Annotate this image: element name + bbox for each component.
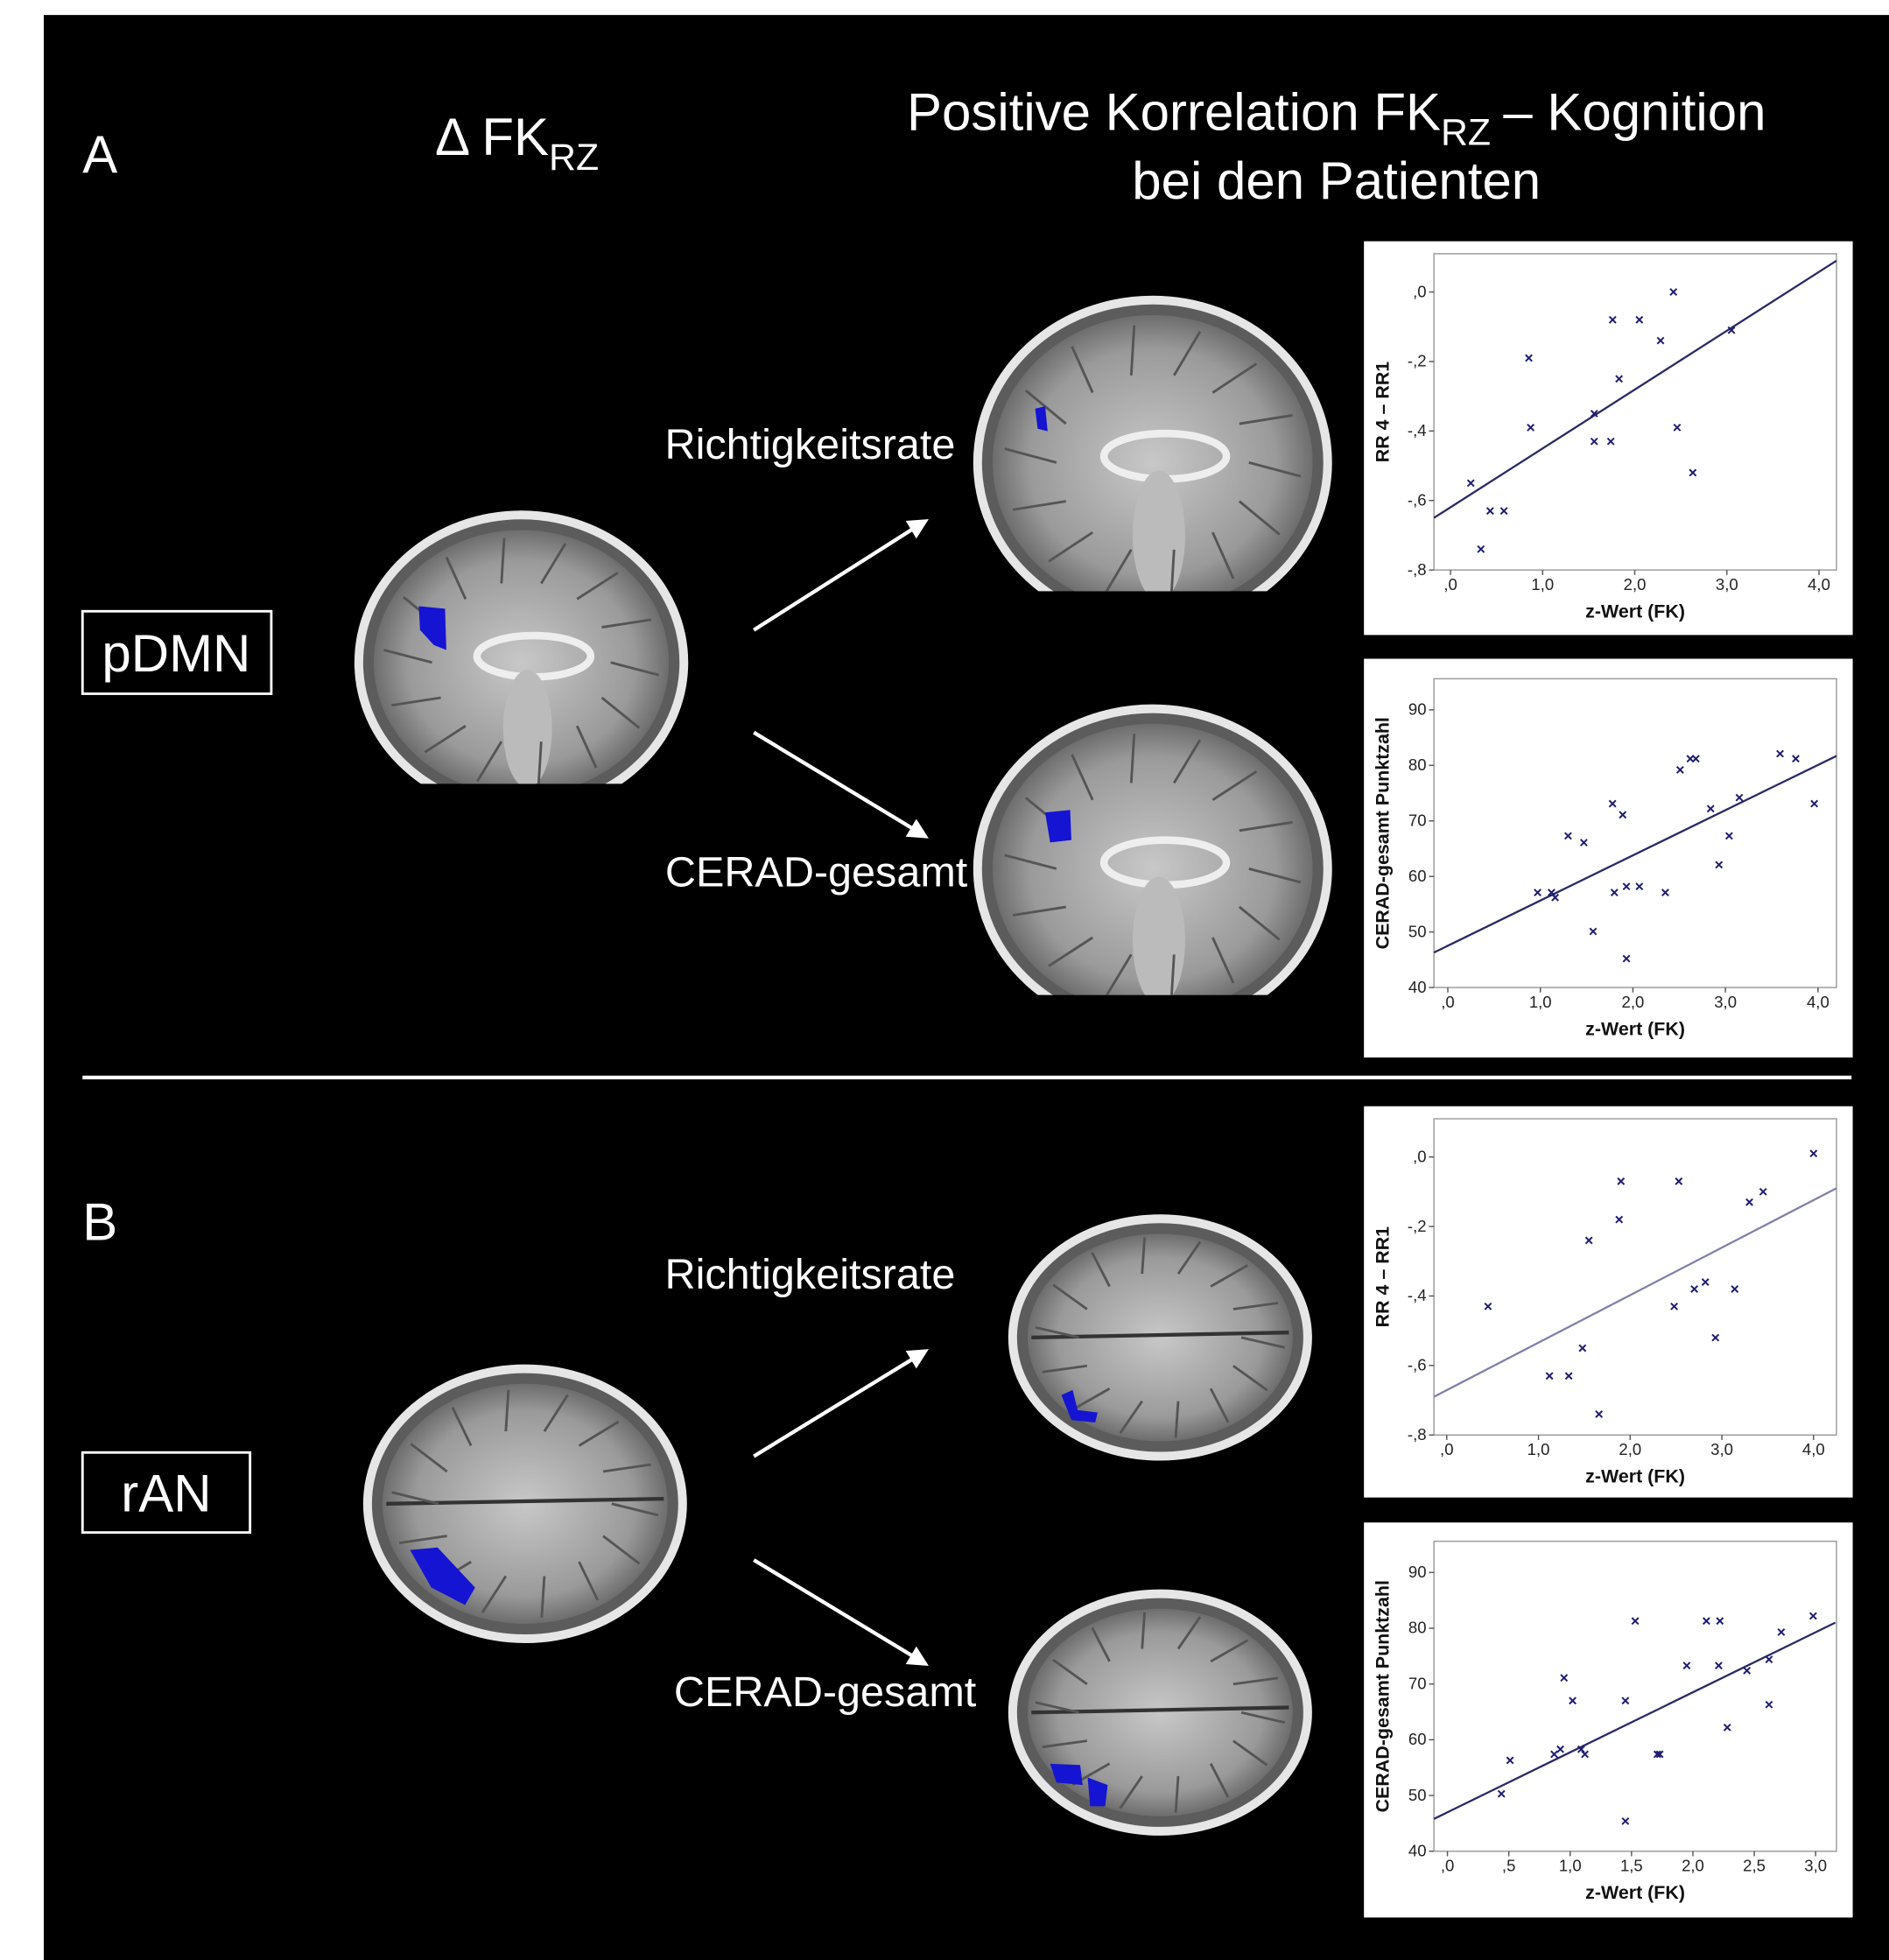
x-tick-label: 3,0 — [1710, 1440, 1733, 1458]
y-tick-label: -,8 — [1408, 560, 1427, 579]
panel-letter: A — [82, 125, 117, 184]
panel-letter: B — [82, 1193, 117, 1252]
x-tick-label: 4,0 — [1807, 993, 1829, 1011]
x-tick-label: ,0 — [1440, 1440, 1453, 1458]
y-axis-label: CERAD-gesamt Punktzahl — [1373, 1580, 1394, 1812]
y-tick-label: -,6 — [1408, 490, 1427, 509]
y-tick-label: ,0 — [1413, 1147, 1426, 1165]
y-tick-label: 90 — [1408, 1563, 1427, 1581]
brainstem — [503, 670, 552, 788]
brain-slice — [1013, 1594, 1308, 1831]
x-tick-label: 2,0 — [1619, 1440, 1641, 1458]
x-tick-label: 2,0 — [1624, 575, 1647, 594]
x-tick-label: 2,0 — [1622, 993, 1645, 1011]
y-tick-label: 90 — [1408, 700, 1427, 719]
x-tick-label: ,0 — [1441, 993, 1454, 1011]
network-label: rAN — [121, 1464, 211, 1522]
x-tick-label: 1,0 — [1529, 993, 1552, 1011]
x-tick-label: 3,0 — [1714, 993, 1737, 1011]
arrow-label: Richtigkeitsrate — [665, 1251, 956, 1298]
y-tick-label: 80 — [1408, 1619, 1427, 1637]
network-label: pDMN — [102, 624, 250, 683]
y-tick-label: -,6 — [1408, 1356, 1427, 1374]
x-tick-label: 3,0 — [1804, 1857, 1827, 1875]
x-axis-label: z-Wert (FK) — [1585, 1882, 1685, 1903]
arrow-label: Richtigkeitsrate — [665, 421, 956, 468]
x-tick-label: 4,0 — [1802, 1440, 1825, 1458]
y-tick-label: 50 — [1408, 1786, 1427, 1804]
x-tick-label: ,0 — [1443, 575, 1457, 594]
y-axis-label: RR 4 – RR1 — [1373, 1226, 1394, 1327]
x-axis-label: z-Wert (FK) — [1585, 1466, 1685, 1487]
x-tick-label: 3,0 — [1716, 575, 1738, 594]
brain-slice — [978, 300, 1328, 625]
y-tick-label: -,8 — [1408, 1425, 1427, 1444]
y-tick-label: -,4 — [1408, 421, 1427, 439]
x-axis-label: z-Wert (FK) — [1585, 1018, 1685, 1039]
heading-main: Δ FK — [435, 108, 549, 166]
y-tick-label: 60 — [1408, 1730, 1427, 1748]
brainstem — [1133, 471, 1185, 601]
y-tick-label: 50 — [1408, 922, 1427, 940]
y-tick-label: 40 — [1408, 1841, 1427, 1859]
x-tick-label: 1,5 — [1620, 1857, 1643, 1875]
y-tick-label: -,2 — [1408, 1217, 1427, 1235]
x-tick-label: 2,5 — [1743, 1857, 1766, 1875]
y-tick-label: 70 — [1408, 1674, 1427, 1692]
chart-panel — [1364, 659, 1852, 1058]
x-tick-label: 4,0 — [1808, 575, 1830, 594]
y-tick-label: 60 — [1408, 867, 1427, 885]
x-axis-label: z-Wert (FK) — [1585, 601, 1685, 622]
brain-slice — [359, 515, 684, 810]
x-tick-label: ,0 — [1441, 1857, 1454, 1875]
y-tick-label: ,0 — [1413, 282, 1426, 300]
heading-sub: RZ — [549, 137, 599, 179]
brain-slice — [978, 709, 1328, 1029]
title-end: – Kognition — [1503, 83, 1766, 142]
brain-slice — [368, 1369, 683, 1639]
arrow-label: CERAD-gesamt — [674, 1668, 977, 1716]
brainstem — [1133, 877, 1185, 1005]
chart-panel — [1364, 1106, 1852, 1498]
page: A B Δ FKRZ Positive Korrelation FKRZ– Ko… — [0, 0, 1889, 1960]
arrow-label: CERAD-gesamt — [665, 848, 968, 896]
title-sub: RZ — [1441, 112, 1491, 154]
y-axis-label: RR 4 – RR1 — [1373, 362, 1394, 462]
brain-slice — [1013, 1219, 1308, 1456]
x-tick-label: 1,0 — [1531, 575, 1554, 594]
y-tick-label: 70 — [1408, 811, 1427, 829]
chart-panel — [1364, 1522, 1852, 1917]
y-axis-label: CERAD-gesamt Punktzahl — [1373, 717, 1394, 949]
x-tick-label: 1,0 — [1559, 1857, 1582, 1875]
figure: A B Δ FKRZ Positive Korrelation FKRZ– Ko… — [0, 0, 1889, 1960]
x-tick-label: 1,0 — [1527, 1440, 1550, 1458]
title-line2: bei den Patienten — [1132, 151, 1541, 210]
y-tick-label: 40 — [1408, 978, 1427, 996]
title-start: Positive Korrelation FK — [907, 83, 1441, 142]
y-tick-label: 80 — [1408, 755, 1427, 774]
x-tick-label: 2,0 — [1682, 1857, 1704, 1875]
y-tick-label: -,2 — [1408, 352, 1427, 370]
y-tick-label: -,4 — [1408, 1286, 1427, 1304]
x-tick-label: ,5 — [1502, 1857, 1515, 1875]
